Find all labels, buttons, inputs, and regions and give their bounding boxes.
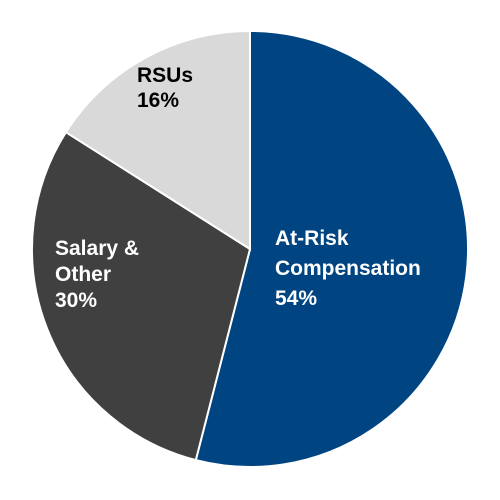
slice-label-line: 54% <box>275 287 317 310</box>
pie-slice-3 <box>64 29 251 251</box>
pie-slice-1 <box>194 29 469 468</box>
slice-label-1: At-Risk Compensation 54% <box>275 227 421 310</box>
slice-label-line: At-Risk <box>275 227 349 250</box>
slice-label-line: RSUs <box>137 64 193 87</box>
slice-label-3: RSUs 16% <box>137 64 193 112</box>
slice-label-2: Salary & Other 30% <box>55 237 139 312</box>
pie-slice-2 <box>31 130 252 462</box>
slice-label-line: 16% <box>137 89 179 112</box>
slice-label-line: Compensation <box>275 257 421 280</box>
slice-label-line: Other <box>55 263 111 286</box>
slice-label-line: 30% <box>55 289 97 312</box>
slice-label-line: Salary & <box>55 237 139 260</box>
